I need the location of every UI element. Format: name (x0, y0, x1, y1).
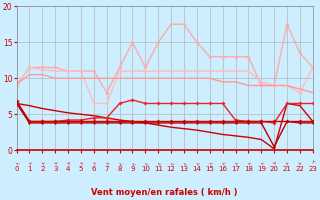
X-axis label: Vent moyen/en rafales ( km/h ): Vent moyen/en rafales ( km/h ) (92, 188, 238, 197)
